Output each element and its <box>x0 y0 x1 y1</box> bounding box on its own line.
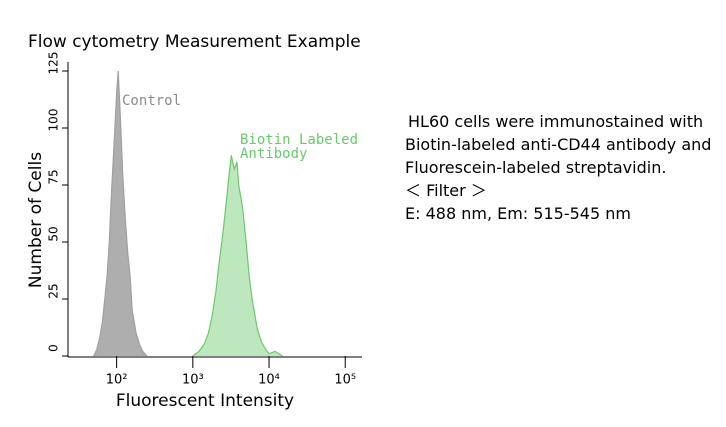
area-fill <box>93 71 147 356</box>
note: E: 488 nm, Em: 515-545 nm <box>405 204 631 223</box>
x-tick-label: 10² <box>106 373 128 388</box>
series-outline <box>93 70 148 357</box>
description: HL60 cells were immunostained with Bioti… <box>405 110 715 225</box>
x-tick-label: 10⁵ <box>334 373 356 388</box>
area-fill <box>192 155 283 356</box>
x-tick-label: 10⁴ <box>258 373 280 388</box>
series-label: Control <box>122 93 182 109</box>
y-axis-label: Number of Cells <box>26 152 46 288</box>
note: HL60 cells were immunostained with Bioti… <box>405 112 712 177</box>
y-tick-label: 125 <box>47 52 61 75</box>
series-label: Biotin Labeled Antibody <box>240 132 359 162</box>
x-axis-label: Fluorescent Intensity <box>116 391 294 411</box>
note: ＜ Filter ＞ <box>405 181 487 200</box>
y-tick-label: 50 <box>47 226 61 241</box>
y-tick-label: 0 <box>47 344 61 352</box>
y-tick-label: 100 <box>47 109 61 132</box>
x-tick-label: 10³ <box>182 373 204 388</box>
y-tick-label: 75 <box>47 169 61 184</box>
series-outline <box>192 155 283 357</box>
y-tick-label: 25 <box>47 283 61 298</box>
chart-title: Flow cytometry Measurement Example <box>28 32 361 52</box>
